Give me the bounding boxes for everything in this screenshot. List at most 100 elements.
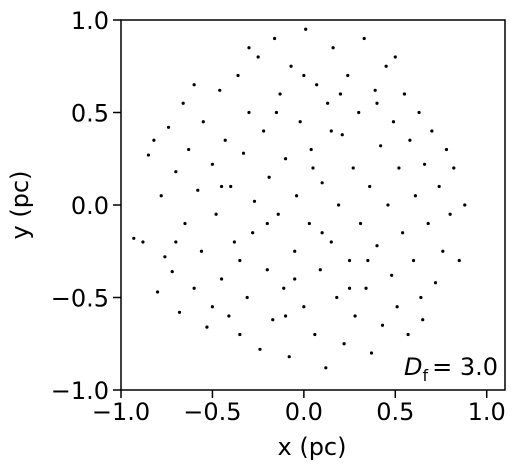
point xyxy=(315,83,319,87)
point xyxy=(214,212,218,216)
point xyxy=(326,101,330,105)
point xyxy=(199,249,204,253)
point xyxy=(236,73,240,78)
point xyxy=(210,162,215,166)
point xyxy=(247,110,251,115)
point xyxy=(413,194,417,198)
point xyxy=(302,305,306,309)
point xyxy=(218,88,222,92)
point xyxy=(187,147,191,152)
point xyxy=(463,203,467,207)
point xyxy=(386,203,390,207)
point xyxy=(408,138,412,142)
point xyxy=(258,347,262,351)
point xyxy=(159,194,163,198)
point xyxy=(192,83,196,87)
point xyxy=(364,286,368,290)
point xyxy=(298,120,302,124)
point xyxy=(265,268,269,272)
point xyxy=(419,295,423,300)
point xyxy=(391,120,396,124)
point xyxy=(337,203,341,207)
point xyxy=(437,184,441,189)
point xyxy=(192,286,196,290)
point xyxy=(278,92,282,96)
x-tick-label: 1.0 xyxy=(468,398,506,426)
point xyxy=(390,273,394,277)
point xyxy=(401,231,405,235)
point xyxy=(347,258,352,263)
point xyxy=(262,129,266,133)
point xyxy=(219,184,224,189)
point xyxy=(287,355,291,359)
point xyxy=(245,295,249,300)
x-tick-label: −0.5 xyxy=(183,398,241,426)
point xyxy=(181,101,185,105)
point xyxy=(265,221,269,226)
point xyxy=(347,286,352,290)
point xyxy=(380,323,385,327)
point xyxy=(170,270,174,274)
point xyxy=(441,249,445,253)
point xyxy=(444,147,449,152)
point xyxy=(196,188,200,192)
point xyxy=(183,221,187,226)
point xyxy=(340,133,344,137)
point xyxy=(384,64,388,68)
point xyxy=(146,153,151,157)
point xyxy=(304,27,308,31)
point xyxy=(426,221,430,226)
point xyxy=(302,73,306,78)
point xyxy=(152,138,156,142)
point xyxy=(293,249,297,253)
point xyxy=(402,92,407,96)
point xyxy=(329,129,333,133)
point xyxy=(331,46,335,50)
point xyxy=(282,286,286,290)
point xyxy=(223,138,227,142)
point xyxy=(366,258,370,263)
point xyxy=(201,120,205,124)
point xyxy=(163,255,167,259)
point xyxy=(238,332,242,337)
point xyxy=(232,240,236,244)
point xyxy=(422,162,427,166)
point xyxy=(375,244,379,248)
y-tick-label: −0.5 xyxy=(51,285,109,313)
point xyxy=(276,212,280,216)
point xyxy=(273,36,277,41)
point xyxy=(452,166,456,170)
point xyxy=(417,110,421,115)
point xyxy=(141,240,145,244)
point xyxy=(379,144,383,148)
point xyxy=(283,157,288,161)
x-tick-label: −1.0 xyxy=(92,398,150,426)
point xyxy=(256,55,260,59)
point xyxy=(357,110,361,115)
point xyxy=(369,351,374,355)
point xyxy=(430,129,434,133)
y-tick-label: 1.0 xyxy=(71,7,109,35)
point xyxy=(283,314,288,318)
point xyxy=(368,184,372,189)
point xyxy=(421,318,425,322)
y-axis-label: y (pc) xyxy=(6,171,34,240)
y-tick-label: 0.5 xyxy=(71,100,109,128)
plot-frame xyxy=(120,19,506,391)
y-tick-label: −1.0 xyxy=(51,377,109,405)
point xyxy=(252,199,257,203)
point xyxy=(274,110,279,115)
point xyxy=(247,46,251,50)
point xyxy=(238,258,242,263)
x-tick-label: 0.5 xyxy=(376,398,414,426)
point xyxy=(457,258,461,263)
point xyxy=(241,151,246,155)
point xyxy=(293,277,297,281)
point xyxy=(362,36,366,41)
point xyxy=(397,166,401,170)
point xyxy=(411,258,416,263)
point xyxy=(294,194,299,198)
point xyxy=(353,314,357,318)
point xyxy=(395,305,399,309)
